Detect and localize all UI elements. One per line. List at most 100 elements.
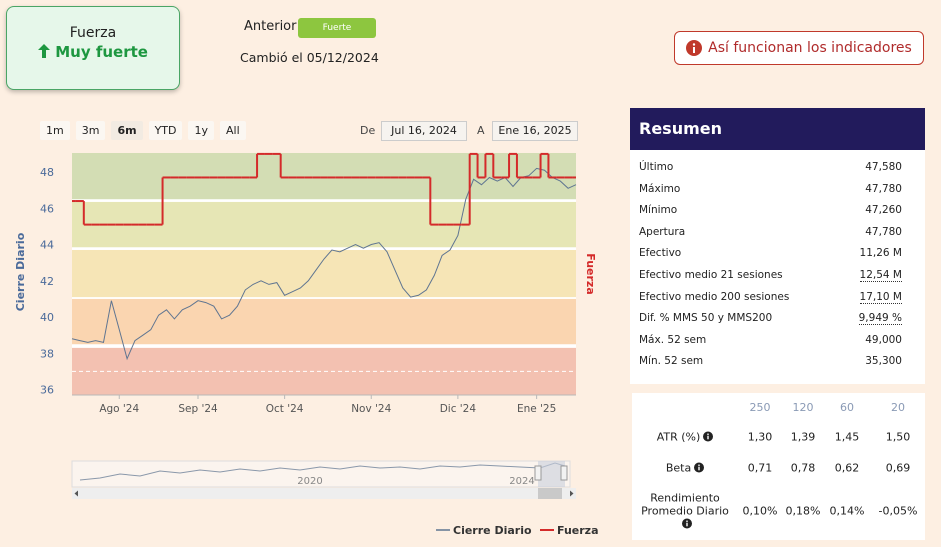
range-button[interactable]: 6m — [111, 121, 143, 140]
atr-value: 1,45 — [834, 430, 860, 444]
atr-label-box: Rendimiento Promedio Diario — [640, 492, 730, 531]
from-input[interactable]: Jul 16, 2024 — [381, 121, 467, 141]
scrollbar-thumb[interactable] — [538, 488, 562, 499]
atr-value: 1,50 — [885, 430, 911, 444]
navigator-label: 2024 — [509, 476, 534, 487]
atr-value: 0,62 — [834, 461, 860, 475]
summary-row: Último 47,580 — [630, 156, 925, 178]
atr-label: Rendimiento Promedio Diario — [641, 491, 729, 518]
info-icon[interactable] — [694, 462, 705, 473]
x-tick-label: Nov '24 — [351, 403, 391, 415]
range-button[interactable]: 1y — [188, 121, 214, 140]
summary-label: Mín. 52 sem — [639, 355, 704, 368]
summary-value: 47,780 — [865, 182, 902, 195]
previous-label: Anterior — [244, 19, 297, 34]
scrollbar-track[interactable] — [72, 488, 576, 499]
summary-row: Máx. 52 sem 49,000 — [630, 329, 925, 351]
to-label: A — [477, 124, 485, 137]
atr-value: 1,39 — [790, 430, 816, 444]
help-text: Así funcionan los indicadores — [708, 40, 912, 56]
atr-label: Beta — [665, 461, 692, 475]
x-tick-label: Ene '25 — [517, 403, 556, 415]
atr-label: ATR (%) — [656, 430, 701, 444]
atr-label-box: Beta — [640, 462, 730, 475]
summary-value: 17,10 M — [859, 290, 902, 304]
navigator-handle[interactable] — [560, 465, 568, 481]
summary-row: Dif. % MMS 50 y MMS200 9,949 % — [630, 307, 925, 329]
y-axis-title: Cierre Diario — [14, 232, 27, 311]
atr-header: 60 — [840, 401, 854, 414]
y-tick-label: 48 — [40, 166, 54, 179]
summary-panel: Resumen Último 47,580 Máximo 47,780 Mínimo 47… — [630, 108, 925, 384]
changed-date: Cambió el 05/12/2024 — [240, 50, 379, 65]
summary-row: Mínimo 47,260 — [630, 199, 925, 221]
y-tick-label: 36 — [40, 384, 54, 397]
summary-value: 9,949 % — [858, 312, 902, 326]
summary-label: Mínimo — [639, 204, 678, 217]
summary-label: Dif. % MMS 50 y MMS200 — [639, 312, 773, 325]
atr-value: 0,10% — [742, 504, 778, 518]
summary-value: 11,26 M — [859, 247, 902, 260]
legend-label: Fuerza — [557, 524, 599, 537]
summary-row: Mín. 52 sem 35,300 — [630, 350, 925, 372]
atr-value: 0,71 — [747, 461, 773, 475]
range-button[interactable]: 3m — [75, 121, 106, 140]
atr-header: 120 — [792, 401, 814, 414]
help-button[interactable]: Así funcionan los indicadores — [674, 31, 924, 65]
summary-value: 35,300 — [865, 355, 902, 368]
navigator-frame — [71, 460, 571, 488]
summary-value: 49,000 — [865, 333, 902, 346]
strength-band — [72, 153, 576, 200]
range-button[interactable]: YTD — [148, 121, 183, 140]
summary-value: 12,54 M — [859, 268, 902, 282]
summary-rows: Último 47,580 Máximo 47,780 Mínimo 47,260 Aper… — [630, 150, 925, 372]
info-icon[interactable] — [681, 518, 692, 529]
atr-label-box: ATR (%) — [640, 431, 730, 444]
strength-card: Fuerza Muy fuerte — [6, 6, 180, 90]
from-label: De — [360, 124, 376, 137]
strength-band — [72, 298, 576, 345]
atr-panel: 250 120 60 20 ATR (%) 1,30 1,39 1,45 1,50 Beta 0,7… — [632, 393, 925, 540]
to-input[interactable]: Ene 16, 2025 — [492, 121, 578, 141]
x-tick-label: Oct '24 — [266, 403, 304, 415]
legend-label: Cierre Diario — [453, 524, 532, 537]
atr-value: 0,78 — [790, 461, 816, 475]
atr-value: 1,30 — [747, 430, 773, 444]
strength-label: Fuerza — [69, 25, 117, 41]
range-button[interactable]: 1m — [40, 121, 70, 140]
summary-title: Resumen — [630, 108, 925, 150]
x-tick-label: Dic '24 — [440, 403, 477, 415]
strength-band — [72, 249, 576, 298]
y-tick-label: 46 — [40, 202, 54, 215]
strength-value-box: Muy fuerte — [7, 43, 179, 61]
summary-label: Último — [639, 161, 674, 173]
summary-label: Efectivo — [639, 247, 682, 260]
navigator-line — [79, 462, 566, 481]
navigator-handle[interactable] — [534, 465, 542, 481]
atr-value: 0,18% — [785, 504, 821, 518]
summary-label: Efectivo medio 21 sesiones — [639, 268, 783, 281]
y-tick-label: 38 — [40, 347, 54, 360]
info-icon[interactable] — [703, 431, 714, 442]
y-tick-label: 40 — [40, 311, 54, 324]
summary-value: 47,580 — [865, 161, 902, 173]
summary-row: Efectivo medio 21 sesiones 12,54 M — [630, 264, 925, 286]
navigator — [71, 460, 576, 499]
summary-row: Apertura 47,780 — [630, 221, 925, 243]
atr-header: 20 — [891, 401, 905, 414]
summary-row: Efectivo medio 200 sesiones 17,10 M — [630, 286, 925, 308]
summary-label: Efectivo medio 200 sesiones — [639, 290, 790, 303]
atr-header: 250 — [749, 401, 771, 414]
atr-value: -0,05% — [878, 504, 918, 518]
atr-value: 0,14% — [829, 504, 865, 518]
range-buttons: 1m 3m 6m YTD 1y All — [40, 121, 246, 140]
atr-value: 0,69 — [885, 461, 911, 475]
strength-value: Muy fuerte — [55, 43, 148, 61]
x-tick-label: Ago '24 — [99, 403, 139, 415]
price-line — [71, 167, 577, 361]
range-button[interactable]: All — [220, 121, 246, 140]
y2-axis-title: Fuerza — [584, 253, 597, 295]
navigator-label: 2020 — [297, 476, 322, 487]
info-icon — [686, 40, 703, 56]
